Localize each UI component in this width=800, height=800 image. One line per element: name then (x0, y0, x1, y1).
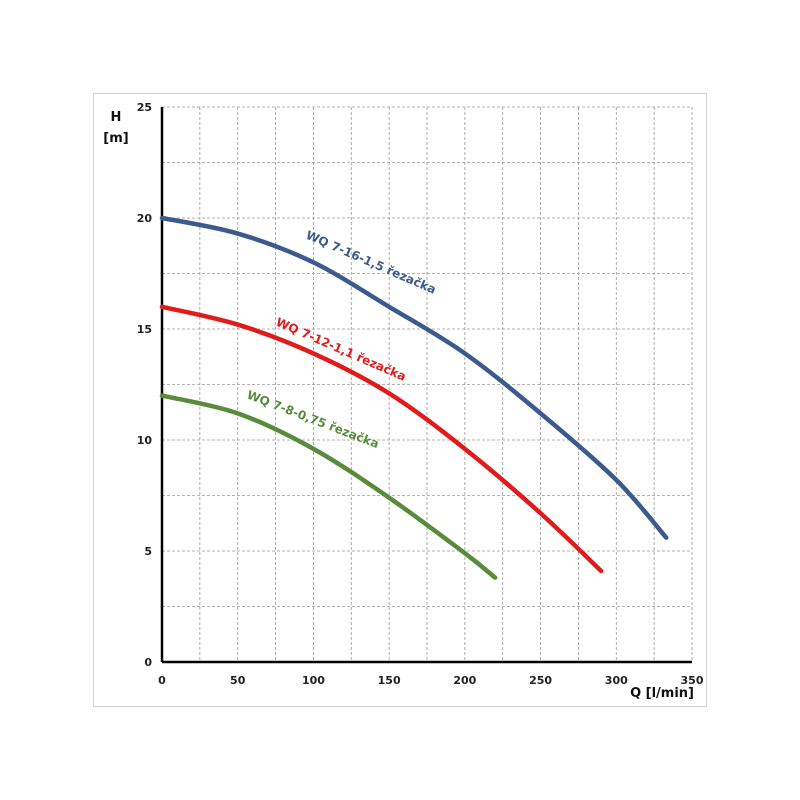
y-tick-label: 0 (144, 656, 152, 669)
x-tick-label: 100 (302, 674, 325, 687)
y-axis-label-unit: [m] (103, 131, 128, 146)
y-tick-label: 20 (137, 212, 153, 225)
x-tick-label: 200 (453, 674, 476, 687)
x-tick-label: 350 (681, 674, 704, 687)
series-wq-7-8-line (159, 393, 498, 580)
series-wq-7-16-line (159, 215, 669, 540)
series-lines (159, 215, 669, 580)
x-tick-label: 50 (230, 674, 246, 687)
y-tick-label: 5 (144, 545, 152, 558)
series-labels: WQ 7-16-1,5 řezačka WQ 7-12-1,1 řezačkaWQ… (245, 228, 438, 451)
tick-labels: 0 50 100 150 200 250 300 350 0 5 10 15 20 25 (137, 101, 704, 687)
x-tick-label: 0 (158, 674, 166, 687)
y-axis-label-h: H (111, 110, 122, 125)
y-tick-label: 25 (137, 101, 152, 114)
series-wq-7-16-label: WQ 7-16-1,5 řezačka (304, 228, 438, 297)
axes (160, 107, 692, 664)
series-wq-7-8-label: WQ 7-8-0,75 řezačka (245, 388, 381, 451)
series-wq-7-12-line (159, 304, 604, 574)
series-wq-7-12-label: WQ 7-12-1,1 řezačka (274, 315, 408, 384)
x-tick-label: 300 (605, 674, 628, 687)
x-axis-label: Q [l/min] (630, 686, 694, 701)
y-tick-label: 10 (137, 434, 153, 447)
x-tick-label: 250 (529, 674, 552, 687)
y-tick-label: 15 (137, 323, 152, 336)
x-tick-label: 150 (378, 674, 401, 687)
grid (162, 106, 693, 662)
